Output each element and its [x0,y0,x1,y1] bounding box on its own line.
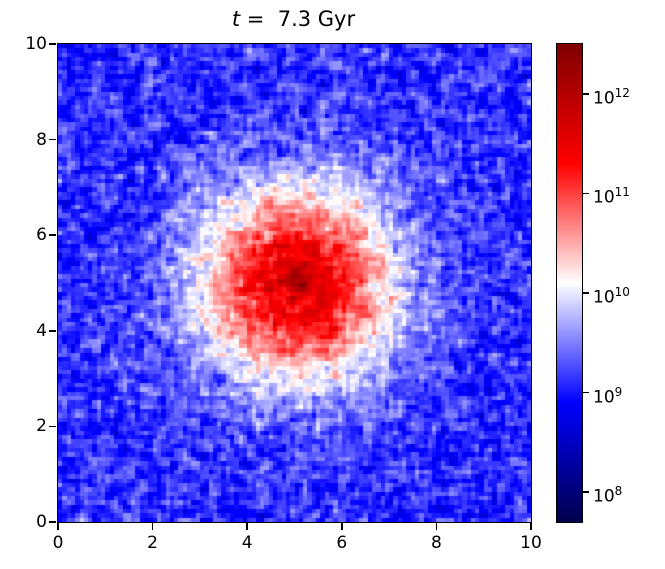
colorbar-tick-label: 1012 [593,85,630,109]
x-tick-label: 8 [430,533,442,553]
y-tick-label: 10 [25,34,47,54]
x-tick-mark [530,523,532,530]
colorbar-tick-mark [583,192,589,195]
y-tick-mark [49,138,56,141]
y-tick-mark [49,234,56,236]
x-tick-mark [246,523,248,530]
colorbar-canvas [556,43,583,523]
x-tick-label: 4 [241,533,253,553]
y-tick-label: 2 [36,416,47,437]
colorbar-tick-mark [583,93,589,95]
x-tick-label: 10 [520,533,542,553]
x-tick-label: 0 [52,533,64,553]
y-tick-label: 0 [36,512,47,532]
colorbar-tick-mark [583,391,589,394]
colorbar-tick-label: 1010 [593,284,630,308]
x-tick-mark [435,523,438,530]
y-tick-label: 6 [36,225,47,246]
y-tick-label: 8 [36,129,47,150]
chart-title: t = 7.3 Gyr [57,7,530,31]
colorbar-exponent: 10 [614,284,630,299]
y-tick-label: 4 [36,320,47,341]
colorbar-tick-mark [583,491,589,493]
colorbar-tick-label: 1011 [593,185,630,209]
colorbar-tick-label: 109 [593,384,623,408]
x-tick-mark [341,523,343,530]
y-tick-mark [49,43,56,45]
x-tick-label: 6 [336,533,348,553]
heatmap-canvas [57,43,532,523]
x-tick-mark [151,523,154,530]
y-tick-mark [49,521,56,523]
title-symbol: t [231,7,241,31]
colorbar-tick-mark [583,292,589,294]
x-tick-label: 2 [147,533,159,553]
colorbar-exponent: 9 [614,384,623,399]
x-tick-mark [57,523,59,530]
y-tick-mark [49,330,56,332]
title-text: = 7.3 Gyr [240,7,356,31]
colorbar-exponent: 8 [614,484,623,499]
colorbar-exponent: 11 [614,185,630,200]
y-tick-mark [49,425,56,428]
colorbar-tick-label: 108 [593,484,623,507]
colorbar-exponent: 12 [614,85,630,100]
